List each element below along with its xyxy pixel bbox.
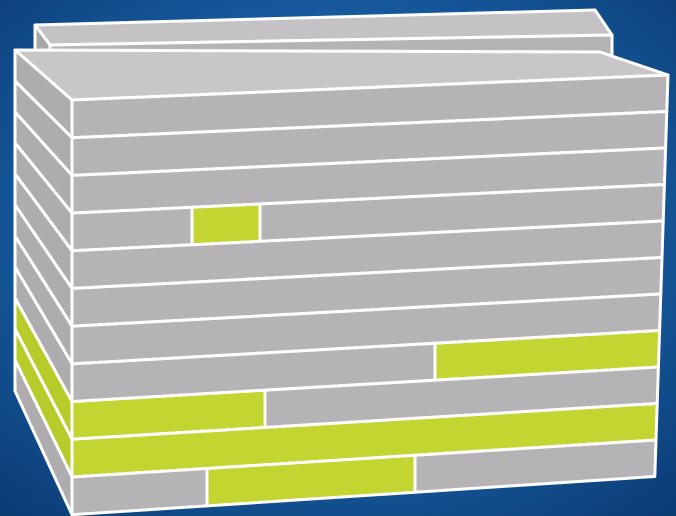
grey-block: [413, 438, 658, 494]
block-stack: [13, 48, 670, 516]
grey-block: [70, 466, 209, 516]
green-block: [190, 202, 262, 247]
